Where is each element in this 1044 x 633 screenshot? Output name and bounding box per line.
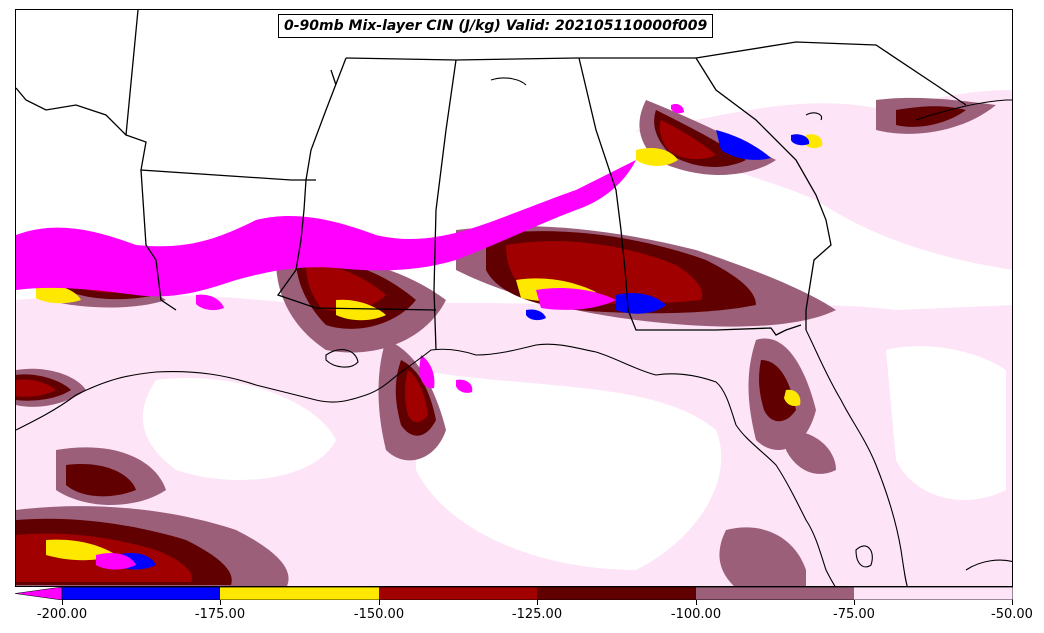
colorbar-segment-150-125 xyxy=(379,587,537,600)
cin-map xyxy=(16,10,1012,586)
colorbar-segment-100-75 xyxy=(696,587,854,600)
colorbar-tick-label: -100.00 xyxy=(670,607,722,622)
colorbar-tick-label: -175.00 xyxy=(194,607,246,622)
colorbar-segment-below-200 xyxy=(15,587,63,600)
cin-clear-areas xyxy=(142,180,1006,570)
coastline xyxy=(16,77,1012,586)
colorbar-tick xyxy=(696,600,697,605)
colorbar-outline xyxy=(61,587,1013,600)
colorbar-segment-75-50 xyxy=(854,587,1013,600)
colorbar-segment-125-100 xyxy=(537,587,696,600)
colorbar-tick xyxy=(220,600,221,605)
colorbar-tick-label: -200.00 xyxy=(36,607,88,622)
state-boundaries xyxy=(16,10,967,351)
colorbar-tick-label: -50.00 xyxy=(991,607,1033,622)
map-panel xyxy=(15,9,1013,587)
colorbar-tick-label: -150.00 xyxy=(353,607,405,622)
map-title: 0-90mb Mix-layer CIN (J/kg) Valid: 20210… xyxy=(278,14,714,38)
cin-layer-below-200 xyxy=(16,103,684,570)
colorbar-tick-label: -125.00 xyxy=(511,607,563,622)
colorbar-tick xyxy=(1012,600,1013,605)
colorbar-tick xyxy=(379,600,380,605)
colorbar-segment-175-150 xyxy=(220,587,379,600)
colorbar-tick xyxy=(854,600,855,605)
colorbar-tick xyxy=(537,600,538,605)
colorbar xyxy=(15,587,1013,600)
colorbar-tick-label: -75.00 xyxy=(833,607,875,622)
colorbar-tick xyxy=(62,600,63,605)
colorbar-segment-200-175 xyxy=(62,587,220,600)
